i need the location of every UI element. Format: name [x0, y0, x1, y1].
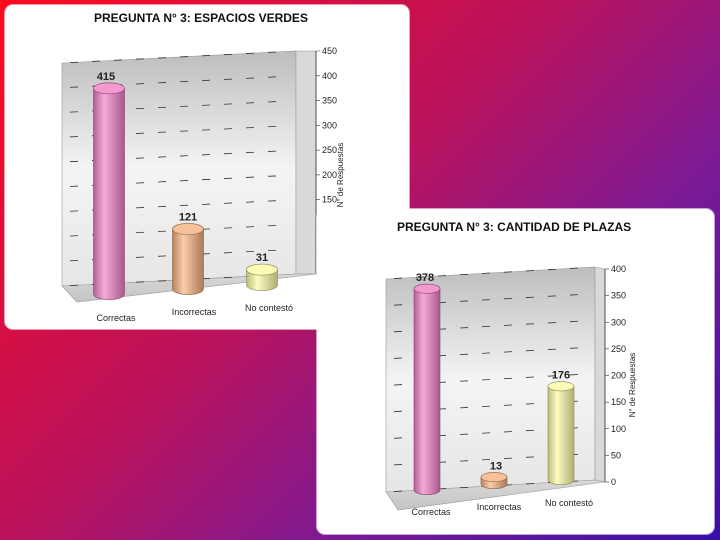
- category-label: Correctas: [96, 313, 136, 323]
- chart-title: PREGUNTA N° 3: CANTIDAD DE PLAZAS: [397, 220, 631, 234]
- bar-incorrectas: [480, 472, 508, 489]
- chart-card-cantidad-plazas: PREGUNTA N° 3: CANTIDAD DE PLAZAS 0 50 100 1…: [317, 209, 714, 534]
- y-tick-label: 100: [611, 424, 626, 434]
- y-tick-label: 400: [322, 71, 337, 81]
- y-axis-label: N° de Respuestas: [336, 143, 345, 208]
- category-label: No contestó: [545, 498, 593, 508]
- data-label: 415: [97, 71, 115, 83]
- category-label: No contestó: [245, 303, 293, 313]
- y-tick-label: 250: [611, 344, 626, 354]
- y-tick-label: 350: [611, 291, 626, 301]
- y-tick-label: 300: [322, 120, 337, 130]
- data-label: 13: [490, 460, 502, 472]
- data-label: 378: [416, 272, 434, 284]
- data-label: 176: [552, 370, 570, 382]
- y-axis-label: N° de Respuestas: [628, 353, 637, 418]
- chart-title: PREGUNTA N° 3: ESPACIOS VERDES: [94, 11, 308, 25]
- y-tick-label: 350: [322, 96, 337, 106]
- category-label: Correctas: [411, 507, 451, 517]
- bar-no-contest-: [246, 263, 278, 291]
- chart-espacios-verdes: PREGUNTA N° 3: ESPACIOS VERDES0501001502…: [61, 11, 345, 323]
- bar-correctas: [93, 82, 125, 300]
- y-tick-label: 150: [611, 397, 626, 407]
- data-label: 31: [256, 252, 268, 264]
- y-tick-label: 200: [611, 371, 626, 381]
- chart-side-wall: [295, 50, 317, 275]
- y-tick-label: 450: [322, 46, 337, 56]
- bar-correctas: [413, 283, 441, 495]
- y-tick-label: 0: [611, 477, 616, 487]
- chart-card-espacios-verdes: PREGUNTA N° 3: ESPACIOS VERDES0501001502…: [5, 5, 409, 329]
- chart-cantidad-plazas: PREGUNTA N° 3: CANTIDAD DE PLAZAS 0 50 100 1…: [385, 220, 637, 517]
- y-tick-label: 200: [322, 170, 337, 180]
- y-tick-label: 50: [611, 450, 621, 460]
- bar-incorrectas: [172, 223, 204, 295]
- category-label: Incorrectas: [477, 502, 522, 512]
- y-tick-label: 300: [611, 317, 626, 327]
- y-tick-label: 400: [611, 264, 626, 274]
- chart-side-wall: [594, 266, 606, 483]
- y-tick-label: 150: [322, 195, 337, 205]
- data-label: 121: [179, 211, 197, 223]
- y-tick-label: 250: [322, 145, 337, 155]
- bar-no-contest-: [547, 381, 575, 485]
- category-label: Incorrectas: [172, 307, 217, 317]
